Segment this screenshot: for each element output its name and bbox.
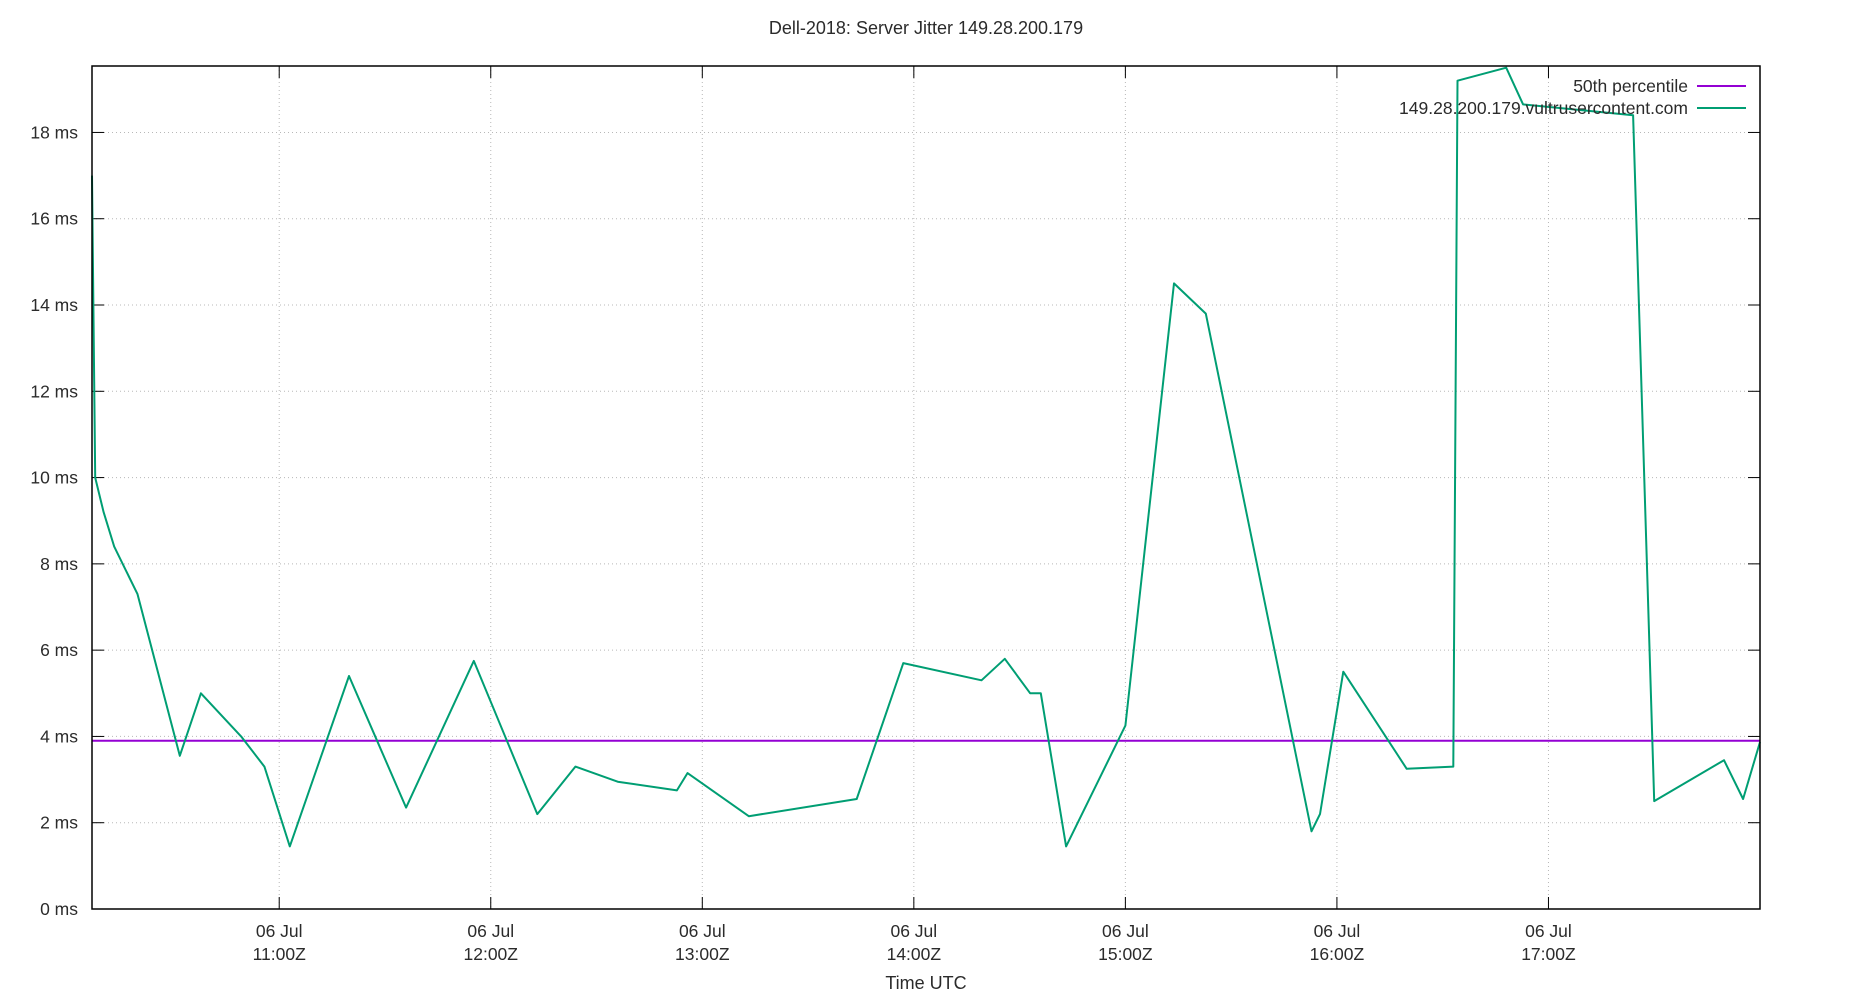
x-tick-label-date: 06 Jul — [467, 921, 514, 941]
x-tick-label-date: 06 Jul — [679, 921, 726, 941]
x-tick-label-time: 13:00Z — [675, 944, 730, 964]
x-tick-label-time: 15:00Z — [1098, 944, 1153, 964]
x-tick-label-date: 06 Jul — [1102, 921, 1149, 941]
x-tick-label-time: 17:00Z — [1521, 944, 1576, 964]
x-tick-label-time: 12:00Z — [464, 944, 519, 964]
x-tick-label-date: 06 Jul — [890, 921, 937, 941]
y-tick-label: 18 ms — [30, 122, 78, 142]
x-tick-label-time: 16:00Z — [1310, 944, 1365, 964]
x-axis-title: Time UTC — [885, 973, 967, 993]
y-tick-label: 10 ms — [30, 468, 78, 488]
y-tick-label: 16 ms — [30, 209, 78, 229]
legend-item-host: 149.28.200.179.vultrusercontent.com — [1399, 97, 1746, 119]
y-tick-label: 2 ms — [40, 813, 78, 833]
legend-swatch-host — [1697, 107, 1746, 109]
legend: 50th percentile 149.28.200.179.vultruser… — [1399, 75, 1746, 119]
y-tick-label: 0 ms — [40, 899, 78, 919]
x-tick-label-time: 14:00Z — [887, 944, 942, 964]
x-tick-label-date: 06 Jul — [1525, 921, 1572, 941]
y-tick-label: 4 ms — [40, 726, 78, 746]
y-tick-label: 8 ms — [40, 554, 78, 574]
legend-swatch-50th-percentile — [1697, 85, 1746, 87]
chart-title: Dell-2018: Server Jitter 149.28.200.179 — [768, 18, 1084, 38]
y-tick-label: 6 ms — [40, 640, 78, 660]
x-tick-label-date: 06 Jul — [1314, 921, 1361, 941]
legend-label-50th-percentile: 50th percentile — [1573, 75, 1688, 96]
legend-label-host: 149.28.200.179.vultrusercontent.com — [1399, 97, 1688, 118]
series-host-jitter — [91, 66, 1761, 848]
x-tick-label-date: 06 Jul — [256, 921, 303, 941]
y-tick-label: 14 ms — [30, 295, 78, 315]
legend-item-50th-percentile: 50th percentile — [1399, 75, 1746, 97]
y-tick-label: 12 ms — [30, 381, 78, 401]
plot-border — [91, 65, 1761, 910]
x-tick-label-time: 11:00Z — [253, 944, 306, 964]
